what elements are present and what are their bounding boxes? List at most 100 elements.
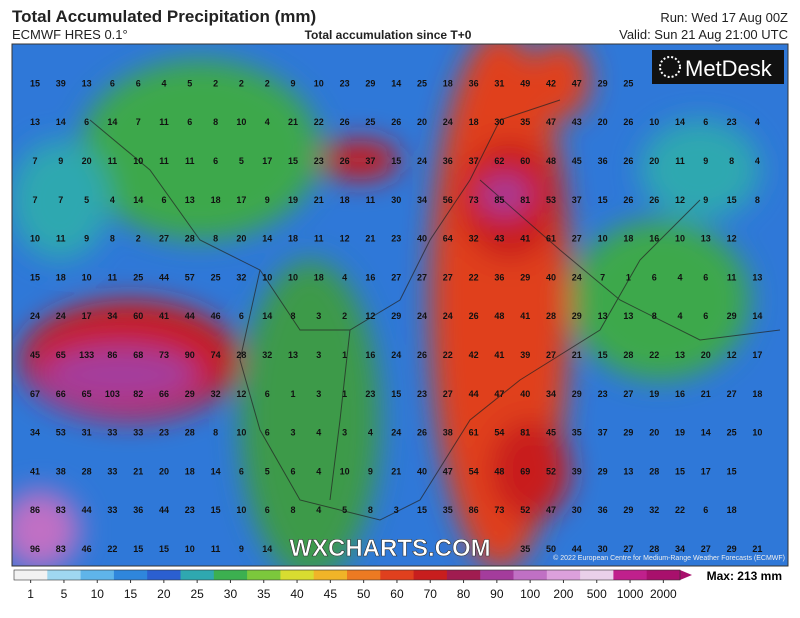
grid-value: 40 [417, 466, 427, 476]
grid-value: 48 [546, 156, 556, 166]
grid-value: 2 [239, 78, 244, 88]
grid-value: 9 [265, 195, 270, 205]
grid-value: 83 [56, 544, 66, 554]
grid-value: 22 [649, 350, 659, 360]
grid-value: 28 [649, 544, 659, 554]
grid-value: 85 [494, 195, 504, 205]
grid-value: 90 [185, 350, 195, 360]
grid-value: 39 [56, 78, 66, 88]
grid-value: 10 [236, 505, 246, 515]
grid-value: 36 [494, 272, 504, 282]
logo-text: MetDesk [685, 56, 773, 81]
grid-value: 40 [546, 272, 556, 282]
grid-value: 14 [262, 311, 272, 321]
grid-value: 28 [623, 350, 633, 360]
grid-value: 20 [159, 466, 169, 476]
colorbar-tick-label: 5 [61, 587, 68, 601]
colorbar-tick-label: 50 [357, 587, 371, 601]
grid-value: 15 [598, 350, 608, 360]
grid-value: 21 [365, 234, 375, 244]
grid-value: 4 [110, 195, 115, 205]
grid-value: 15 [391, 389, 401, 399]
colorbar: 1 5 10 15 20 25 30 35 40 45 50 60 70 80 90 100 200 500 100… [13, 569, 692, 601]
grid-value: 81 [520, 428, 530, 438]
grid-value: 16 [649, 234, 659, 244]
grid-value: 14 [107, 117, 117, 127]
grid-value: 50 [546, 544, 556, 554]
grid-value: 12 [727, 350, 737, 360]
grid-value: 45 [30, 350, 40, 360]
grid-value: 10 [262, 272, 272, 282]
subtitle: Total accumulation since T+0 [305, 28, 472, 42]
grid-value: 21 [288, 117, 298, 127]
grid-value: 64 [443, 234, 453, 244]
grid-value: 8 [290, 311, 295, 321]
grid-value: 14 [262, 544, 272, 554]
grid-value: 13 [30, 117, 40, 127]
grid-value: 4 [265, 117, 270, 127]
grid-value: 13 [675, 350, 685, 360]
grid-value: 6 [703, 505, 708, 515]
grid-value: 20 [701, 350, 711, 360]
grid-value: 7 [600, 272, 605, 282]
grid-value: 18 [752, 389, 762, 399]
grid-value: 41 [520, 311, 530, 321]
grid-value: 65 [82, 389, 92, 399]
grid-value: 6 [652, 272, 657, 282]
grid-value: 86 [469, 505, 479, 515]
grid-value: 40 [417, 234, 427, 244]
title: Total Accumulated Precipitation (mm) [12, 7, 316, 26]
grid-value: 25 [623, 78, 633, 88]
grid-value: 6 [84, 117, 89, 127]
grid-value: 37 [572, 195, 582, 205]
grid-value: 32 [649, 505, 659, 515]
grid-value: 18 [211, 195, 221, 205]
grid-value: 7 [32, 195, 37, 205]
grid-value: 21 [572, 350, 582, 360]
grid-value: 2 [213, 78, 218, 88]
grid-value: 15 [727, 195, 737, 205]
valid-label: Valid: Sun 21 Aug 21:00 UTC [619, 27, 788, 42]
grid-value: 34 [546, 389, 556, 399]
watermark: WXCHARTS.COM [289, 535, 490, 562]
colorbar-tick-label: 20 [157, 587, 171, 601]
grid-value: 21 [133, 466, 143, 476]
grid-value: 10 [314, 78, 324, 88]
grid-value: 47 [443, 466, 453, 476]
grid-value: 8 [290, 505, 295, 515]
grid-value: 57 [185, 272, 195, 282]
grid-value: 7 [58, 195, 63, 205]
grid-value: 18 [727, 505, 737, 515]
grid-value: 11 [727, 272, 737, 282]
grid-value: 54 [469, 466, 479, 476]
grid-value: 6 [703, 117, 708, 127]
grid-value: 6 [703, 311, 708, 321]
grid-value: 36 [469, 78, 479, 88]
grid-value: 24 [391, 428, 401, 438]
grid-value: 23 [185, 505, 195, 515]
grid-value: 11 [211, 544, 221, 554]
grid-value: 6 [239, 311, 244, 321]
grid-value: 23 [159, 428, 169, 438]
grid-value: 8 [213, 428, 218, 438]
grid-value: 6 [239, 466, 244, 476]
grid-value: 15 [391, 156, 401, 166]
grid-value: 34 [417, 195, 427, 205]
grid-value: 10 [133, 156, 143, 166]
colorbar-segment [14, 570, 48, 580]
grid-value: 15 [675, 466, 685, 476]
grid-value: 18 [185, 466, 195, 476]
grid-value: 4 [755, 156, 760, 166]
grid-value: 133 [79, 350, 94, 360]
grid-value: 41 [494, 350, 504, 360]
grid-value: 36 [598, 156, 608, 166]
grid-value: 27 [417, 272, 427, 282]
grid-value: 11 [159, 156, 169, 166]
colorbar-segment [513, 570, 548, 580]
grid-value: 11 [108, 272, 118, 282]
grid-value: 28 [185, 234, 195, 244]
grid-value: 17 [262, 156, 272, 166]
grid-value: 15 [598, 195, 608, 205]
grid-value: 15 [417, 505, 427, 515]
